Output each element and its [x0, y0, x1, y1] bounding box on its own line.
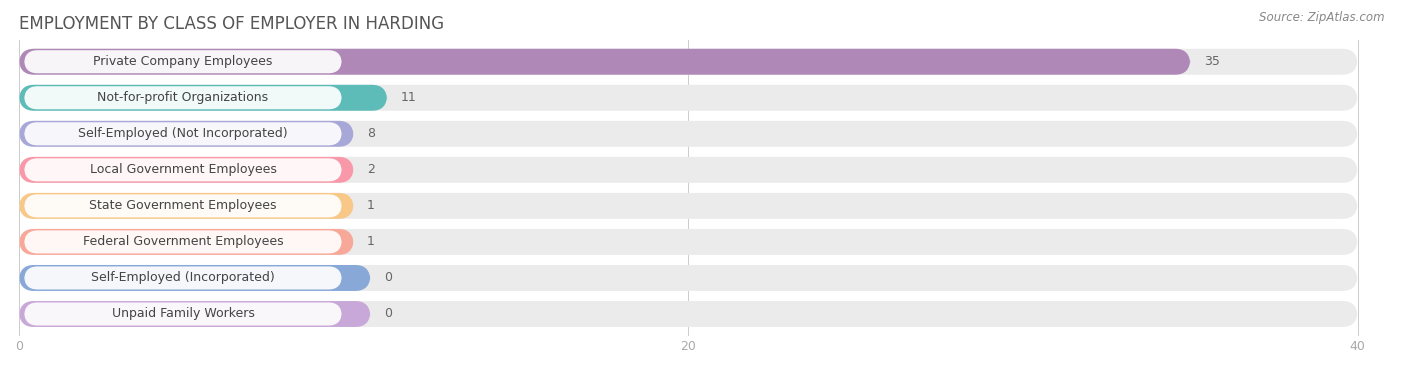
FancyBboxPatch shape	[20, 121, 1358, 147]
FancyBboxPatch shape	[24, 194, 342, 217]
FancyBboxPatch shape	[20, 265, 1358, 291]
FancyBboxPatch shape	[20, 265, 370, 291]
Text: 0: 0	[384, 271, 392, 285]
Text: Not-for-profit Organizations: Not-for-profit Organizations	[97, 91, 269, 104]
Text: 8: 8	[367, 127, 375, 140]
FancyBboxPatch shape	[20, 121, 354, 147]
FancyBboxPatch shape	[20, 49, 1191, 75]
Text: Private Company Employees: Private Company Employees	[93, 55, 273, 68]
Text: State Government Employees: State Government Employees	[89, 199, 277, 212]
FancyBboxPatch shape	[20, 193, 1358, 219]
Text: Unpaid Family Workers: Unpaid Family Workers	[111, 308, 254, 320]
FancyBboxPatch shape	[20, 229, 354, 255]
Text: 1: 1	[367, 235, 375, 249]
FancyBboxPatch shape	[24, 50, 342, 73]
FancyBboxPatch shape	[20, 193, 354, 219]
FancyBboxPatch shape	[20, 157, 1358, 183]
Text: 11: 11	[401, 91, 416, 104]
Text: Federal Government Employees: Federal Government Employees	[83, 235, 283, 249]
FancyBboxPatch shape	[24, 86, 342, 109]
Text: Self-Employed (Not Incorporated): Self-Employed (Not Incorporated)	[79, 127, 288, 140]
Text: Source: ZipAtlas.com: Source: ZipAtlas.com	[1260, 11, 1385, 24]
Text: Self-Employed (Incorporated): Self-Employed (Incorporated)	[91, 271, 274, 285]
Text: 0: 0	[384, 308, 392, 320]
Text: EMPLOYMENT BY CLASS OF EMPLOYER IN HARDING: EMPLOYMENT BY CLASS OF EMPLOYER IN HARDI…	[20, 15, 444, 33]
FancyBboxPatch shape	[24, 267, 342, 290]
FancyBboxPatch shape	[24, 158, 342, 181]
FancyBboxPatch shape	[20, 157, 354, 183]
FancyBboxPatch shape	[20, 229, 1358, 255]
Text: 2: 2	[367, 163, 375, 176]
FancyBboxPatch shape	[20, 49, 1358, 75]
FancyBboxPatch shape	[24, 122, 342, 146]
FancyBboxPatch shape	[24, 230, 342, 253]
Text: 1: 1	[367, 199, 375, 212]
FancyBboxPatch shape	[20, 301, 370, 327]
FancyBboxPatch shape	[20, 85, 1358, 111]
FancyBboxPatch shape	[20, 85, 387, 111]
FancyBboxPatch shape	[20, 301, 1358, 327]
Text: Local Government Employees: Local Government Employees	[90, 163, 277, 176]
Text: 35: 35	[1204, 55, 1219, 68]
FancyBboxPatch shape	[24, 302, 342, 326]
